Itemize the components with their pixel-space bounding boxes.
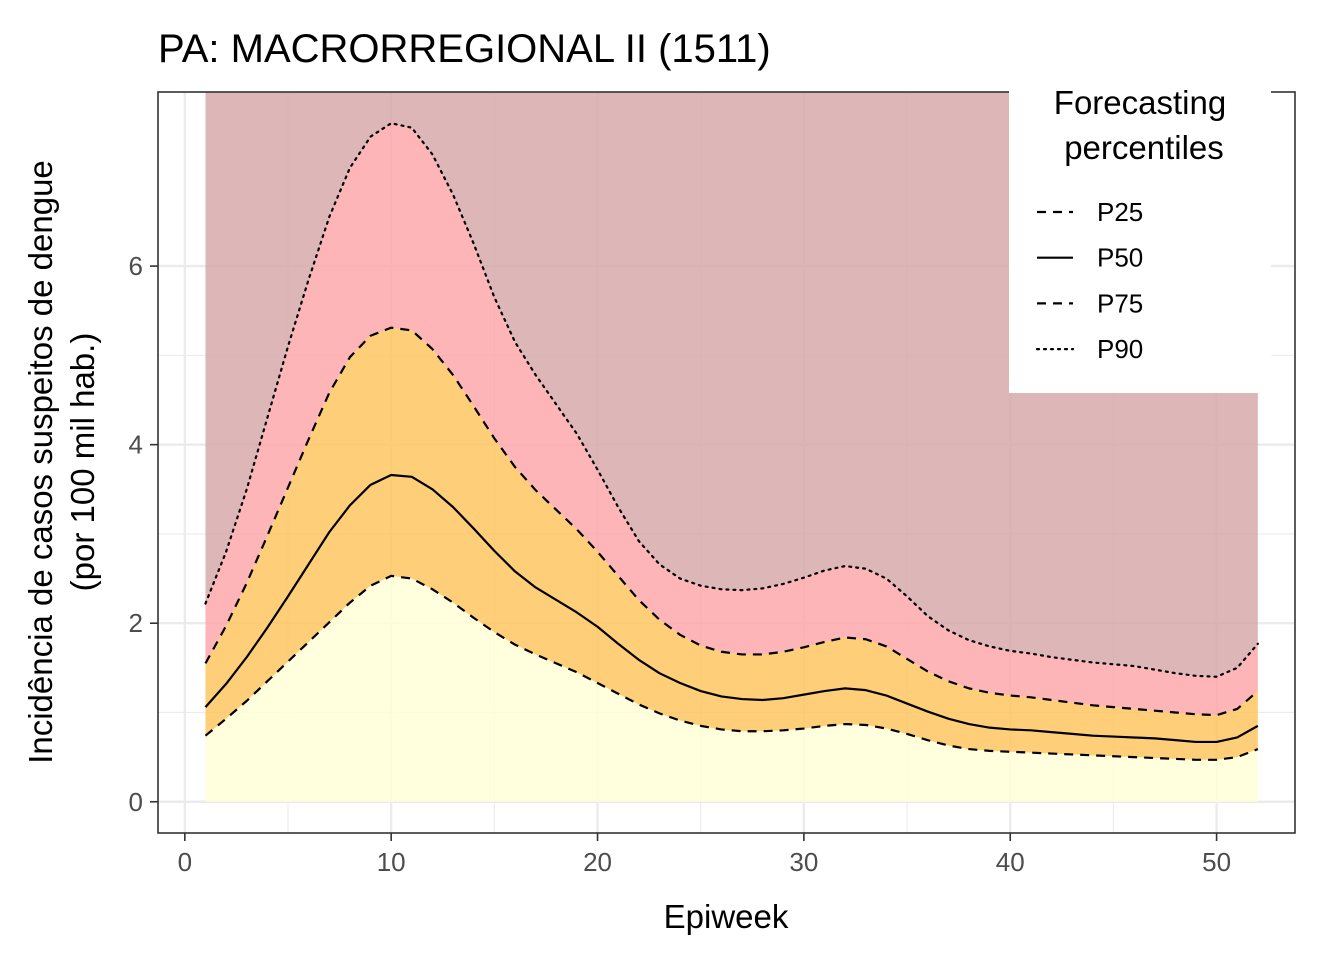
legend-label-p75: P75 (1097, 288, 1143, 318)
percentile-bands (205, 92, 1258, 802)
band-p75-p90 (205, 123, 1258, 716)
band-below-p25 (205, 575, 1258, 802)
legend-label-p50: P50 (1097, 243, 1143, 273)
x-tick-label: 0 (178, 847, 192, 877)
legend-label-p25: P25 (1097, 197, 1143, 227)
x-axis: 0 10 20 30 40 50 (178, 833, 1231, 877)
y-axis-label-line1: Incidência de casos suspeitos de dengue (22, 160, 59, 764)
series-line-p25 (204, 574, 1259, 761)
y-tick-label: 4 (129, 430, 143, 460)
legend-title-line1: Forecasting (1054, 84, 1226, 121)
series-line-p50 (204, 473, 1259, 744)
legend: Forecasting percentiles P25 P50 P75 P90 (1009, 84, 1271, 393)
y-axis-label-line2: (por 100 mil hab.) (64, 333, 101, 592)
legend-entries: P25 P50 P75 P90 (1035, 197, 1143, 364)
x-tick-label: 40 (996, 847, 1025, 877)
band-p25-p75 (205, 327, 1258, 760)
legend-label-p90: P90 (1097, 334, 1143, 364)
band-above-p90 (205, 92, 1258, 677)
x-axis-label: Epiweek (664, 898, 789, 935)
x-tick-label: 30 (789, 847, 818, 877)
x-tick-label: 10 (377, 847, 406, 877)
y-tick-label: 2 (129, 608, 143, 638)
y-tick-label: 6 (129, 251, 143, 281)
y-axis: 0 2 4 6 (129, 251, 158, 817)
chart-title: PA: MACRORREGIONAL II (1511) (158, 27, 771, 71)
legend-background (1009, 85, 1271, 393)
panel-border (157, 91, 1296, 834)
series-line-p75 (204, 326, 1259, 717)
series-line-p90 (204, 122, 1259, 678)
x-tick-label: 20 (583, 847, 612, 877)
x-tick-label: 50 (1202, 847, 1231, 877)
y-tick-label: 0 (129, 787, 143, 817)
legend-title-line2: percentiles (1064, 129, 1224, 166)
percentile-lines (204, 122, 1259, 761)
